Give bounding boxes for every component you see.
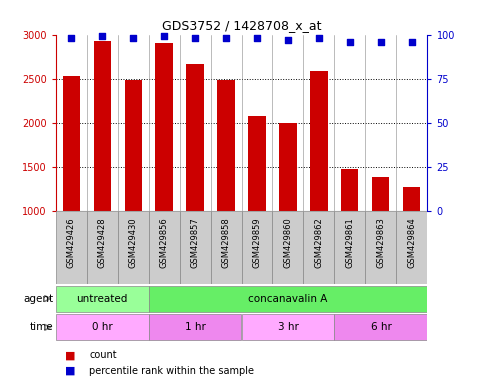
Point	[346, 38, 354, 45]
Text: GDS3752 / 1428708_x_at: GDS3752 / 1428708_x_at	[162, 19, 321, 32]
Point	[98, 33, 106, 40]
Text: ■: ■	[65, 366, 76, 376]
Bar	[311, 71, 327, 211]
Bar	[125, 81, 142, 211]
Text: untreated: untreated	[76, 293, 128, 304]
Bar	[56, 211, 86, 284]
Point	[222, 35, 230, 41]
Text: GSM429864: GSM429864	[408, 217, 416, 268]
Bar	[366, 211, 397, 284]
Text: GSM429859: GSM429859	[253, 217, 261, 268]
Bar	[403, 187, 421, 211]
Bar	[341, 169, 358, 211]
Text: GSM429430: GSM429430	[128, 217, 138, 268]
Point	[253, 35, 261, 41]
Text: concanavalin A: concanavalin A	[248, 293, 327, 304]
Bar	[334, 314, 427, 340]
Text: GSM429861: GSM429861	[345, 217, 355, 268]
Text: GSM429863: GSM429863	[376, 217, 385, 268]
Bar	[149, 314, 242, 340]
Bar	[397, 211, 427, 284]
Bar	[334, 211, 366, 284]
Text: time: time	[29, 322, 53, 333]
Text: 1 hr: 1 hr	[185, 322, 205, 333]
Point	[160, 33, 168, 40]
Bar	[303, 211, 334, 284]
Point	[129, 35, 137, 41]
Point	[408, 38, 416, 45]
Text: percentile rank within the sample: percentile rank within the sample	[89, 366, 255, 376]
Bar	[56, 314, 149, 340]
Text: GSM429857: GSM429857	[190, 217, 199, 268]
Bar	[180, 211, 211, 284]
Bar	[372, 177, 389, 211]
Bar	[156, 43, 172, 211]
Text: GSM429426: GSM429426	[67, 217, 75, 268]
Bar	[94, 41, 111, 211]
Text: 0 hr: 0 hr	[92, 322, 113, 333]
Point	[191, 35, 199, 41]
Bar	[280, 123, 297, 211]
Point	[377, 38, 385, 45]
Bar	[86, 211, 117, 284]
Bar	[186, 64, 203, 211]
Bar	[149, 286, 427, 311]
Bar	[217, 79, 235, 211]
Bar	[248, 116, 266, 211]
Bar	[211, 211, 242, 284]
Bar	[56, 286, 149, 311]
Text: 3 hr: 3 hr	[278, 322, 298, 333]
Text: agent: agent	[23, 293, 53, 304]
Text: GSM429428: GSM429428	[98, 217, 107, 268]
Point	[315, 35, 323, 41]
Text: count: count	[89, 350, 117, 360]
Bar	[117, 211, 149, 284]
Text: GSM429860: GSM429860	[284, 217, 293, 268]
Text: ■: ■	[65, 350, 76, 360]
Bar	[62, 76, 80, 211]
Text: GSM429858: GSM429858	[222, 217, 230, 268]
Bar	[242, 314, 334, 340]
Point	[284, 37, 292, 43]
Text: GSM429862: GSM429862	[314, 217, 324, 268]
Text: GSM429856: GSM429856	[159, 217, 169, 268]
Text: 6 hr: 6 hr	[370, 322, 391, 333]
Bar	[242, 211, 272, 284]
Point	[67, 35, 75, 41]
Bar	[272, 211, 303, 284]
Bar	[149, 211, 180, 284]
